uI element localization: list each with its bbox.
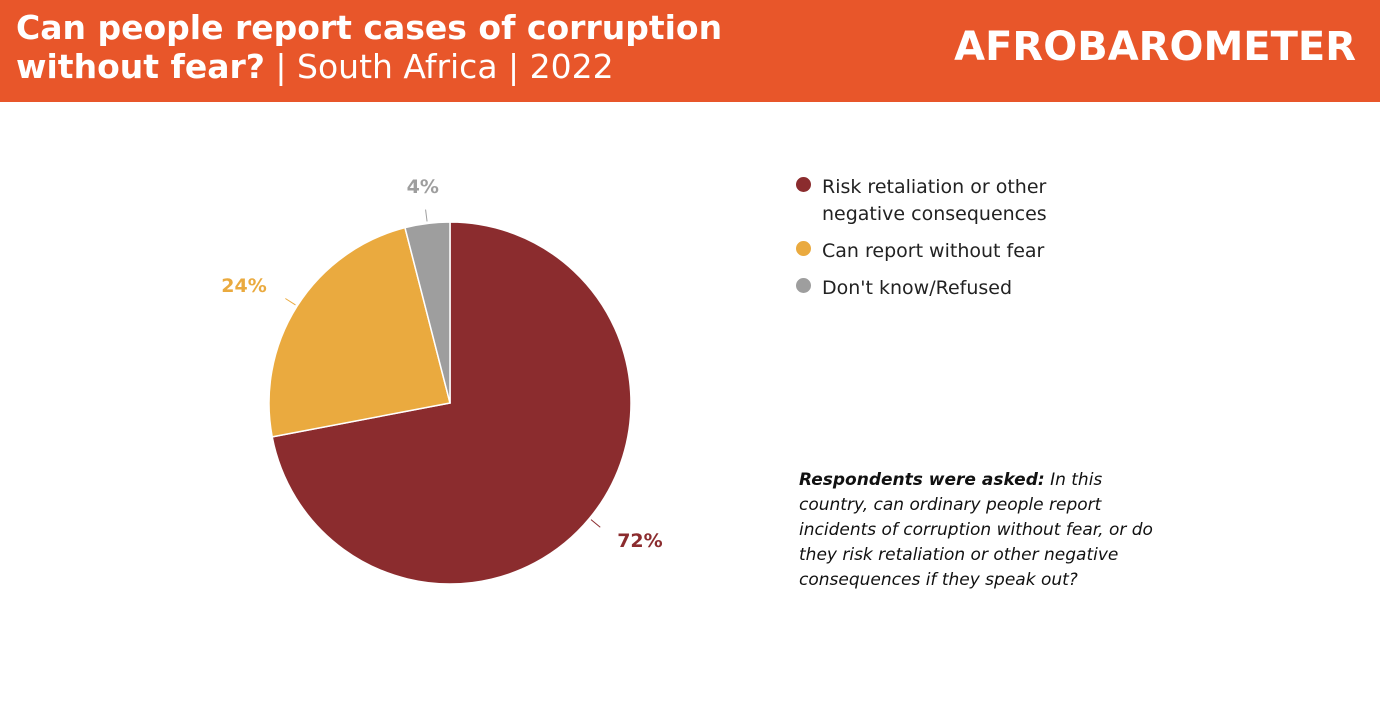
chart-title: Can people report cases of corruption wi… [16, 8, 723, 86]
pie-slice [404, 221, 451, 404]
legend-item: Risk retaliation or other negative conse… [795, 174, 1075, 228]
legend-swatch [796, 278, 811, 293]
logo: AFROBAROMETER [954, 24, 1356, 70]
legend-item: Can report without fear [795, 238, 1075, 265]
note: Respondents were asked: In this country,… [799, 468, 1169, 593]
pie-slice [268, 226, 451, 438]
legend-item: Don't know/Refused [795, 275, 1075, 302]
note-text: In this country, can ordinary people rep… [799, 470, 1153, 590]
pie-slice [271, 221, 632, 585]
legend-label: Can report without fear [822, 240, 1045, 262]
value-label: 24% [221, 275, 266, 297]
legend-swatch [796, 177, 811, 192]
leader-line [425, 209, 428, 222]
legend-label: Risk retaliation or other negative conse… [822, 176, 1047, 225]
leader-line [285, 298, 296, 306]
header: Can people report cases of corruption wi… [0, 0, 1380, 102]
chart: 72% 24% 4% [221, 176, 663, 585]
legend-label: Don't know/Refused [822, 277, 1013, 299]
legend-swatch [796, 241, 811, 256]
note-lead: Respondents were asked: [799, 470, 1045, 490]
title-block: Can people report cases of corruption wi… [16, 8, 816, 86]
legend: Risk retaliation or other negative conse… [795, 174, 1075, 312]
leader-line [590, 519, 601, 528]
value-label: 4% [407, 176, 439, 198]
value-label: 72% [617, 530, 662, 552]
chart-subtitle: | South Africa | 2022 [275, 47, 614, 86]
